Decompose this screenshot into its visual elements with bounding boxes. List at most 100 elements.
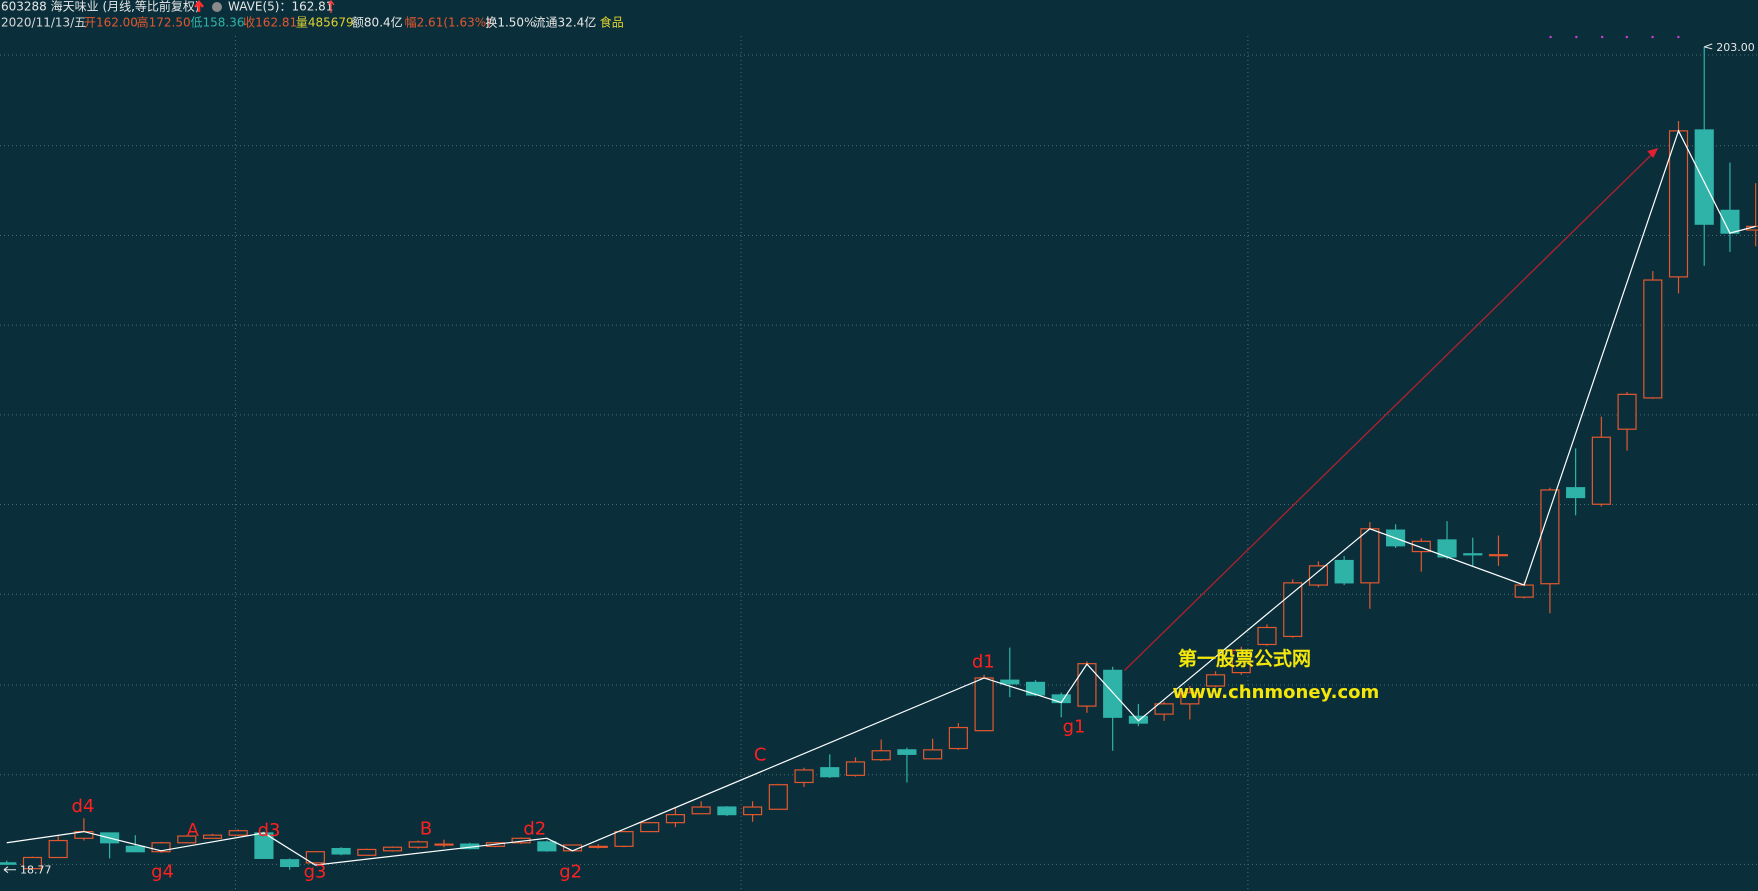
wave-label: A — [187, 820, 200, 841]
marker-dot — [1625, 35, 1629, 39]
candle-body — [717, 806, 737, 816]
wave-label: d3 — [258, 820, 281, 841]
candle-body — [1514, 584, 1534, 598]
candle-body — [0, 862, 17, 865]
candle-body — [125, 845, 145, 853]
candle-body — [1463, 553, 1483, 556]
trend-arrowhead — [1647, 147, 1659, 158]
candle-body — [382, 846, 403, 852]
marker-dot — [1600, 35, 1604, 39]
quote-item: 高172.50 — [137, 15, 191, 30]
candle-body — [1180, 692, 1200, 705]
candle-body — [614, 830, 634, 847]
marker-dot — [1575, 35, 1578, 39]
candle-body — [48, 839, 68, 859]
candle-body — [537, 841, 557, 852]
candle-body — [1077, 663, 1097, 707]
candle-body — [871, 750, 891, 761]
candle-body — [408, 841, 428, 848]
candle-body — [1617, 393, 1637, 430]
candle-body — [1231, 649, 1251, 674]
min-label: 18.77 — [20, 864, 52, 877]
candle-body — [1000, 679, 1020, 685]
candle-body — [691, 806, 711, 815]
wave-label: d2 — [523, 819, 546, 840]
candle-body — [768, 784, 788, 810]
candle-body — [640, 822, 660, 833]
wave-label: C — [754, 745, 767, 766]
candle-body — [1308, 565, 1329, 586]
wave-label: d1 — [972, 652, 995, 673]
marker-dot — [1651, 35, 1654, 39]
candle-body — [1668, 130, 1689, 278]
up-icon — [194, 0, 204, 12]
candle-body — [331, 847, 351, 855]
candle-body — [1283, 582, 1303, 638]
wave-label: g3 — [304, 861, 327, 882]
candle-body — [1566, 487, 1586, 499]
quote-item: 换1.50% — [485, 16, 535, 30]
candle-body — [305, 851, 325, 864]
candle-body — [743, 806, 763, 816]
candle-body — [1694, 129, 1714, 225]
marker-dot — [1677, 35, 1680, 39]
quote-item: 量485679 — [296, 16, 354, 30]
candle-body — [665, 814, 686, 824]
candle-body — [228, 830, 248, 836]
candle-body — [588, 845, 608, 848]
candle-body — [1360, 528, 1380, 584]
watermark: www.chnmoney.com — [1173, 682, 1380, 703]
quote-item: 2020/11/13/五 — [1, 16, 86, 30]
title: 603288 海天味业 (月线,等比前复权) — [1, 0, 200, 14]
grid — [0, 35, 1758, 891]
candle-body — [897, 749, 917, 755]
candle-body — [1411, 540, 1431, 553]
wave-label: g1 — [1063, 717, 1086, 738]
wave-line — [6, 129, 1756, 866]
indicator: WAVE(5)：162.81 — [228, 0, 333, 14]
candle-body — [177, 835, 197, 844]
wave-label: g4 — [151, 861, 174, 882]
marker-dot — [1549, 35, 1552, 39]
info-icon — [212, 2, 222, 12]
candle-body — [22, 856, 43, 870]
candle-body — [1051, 694, 1071, 704]
trend-arrow — [1124, 153, 1654, 671]
candle-body — [434, 843, 454, 846]
candle-body — [820, 767, 840, 778]
candle-body — [1643, 279, 1663, 399]
candle-body — [1540, 489, 1560, 585]
quote-item: 幅2.61(1.63%) — [405, 15, 491, 30]
max-label: 203.00 — [1716, 41, 1755, 54]
candle-body — [845, 761, 866, 776]
candle-body — [280, 859, 300, 868]
candle-body — [1488, 554, 1509, 557]
candle-body — [1591, 436, 1611, 505]
marks: d4 g4 A d3 g3 B d2 g2 Cd1 g1 203.00 18.77 第一股票公式网 www… — [0, 41, 1758, 882]
up-arrow — [327, 0, 335, 13]
quote-item: 收162.81 — [243, 16, 297, 30]
candle-body — [794, 769, 814, 784]
quote-item: 流通32.4亿 — [534, 15, 597, 30]
candle-body — [1128, 715, 1148, 724]
candle-body — [1103, 669, 1123, 718]
max-pointer — [1704, 43, 1713, 50]
wave-label: g2 — [559, 861, 582, 882]
candle-body — [974, 677, 994, 732]
candle-body — [1334, 559, 1354, 584]
watermark: 第一股票公式网 — [1178, 647, 1311, 670]
candle-body — [1025, 681, 1046, 696]
candle-body — [1205, 674, 1226, 687]
quote-item: 低158.36 — [190, 16, 244, 30]
candle-body — [151, 842, 171, 853]
candle-body — [923, 749, 943, 760]
candle-body — [202, 834, 223, 839]
min-pointer — [3, 866, 16, 874]
candle-body — [948, 726, 968, 750]
quote-item: 开162.00 — [84, 16, 138, 30]
wave-label: d4 — [72, 796, 95, 817]
